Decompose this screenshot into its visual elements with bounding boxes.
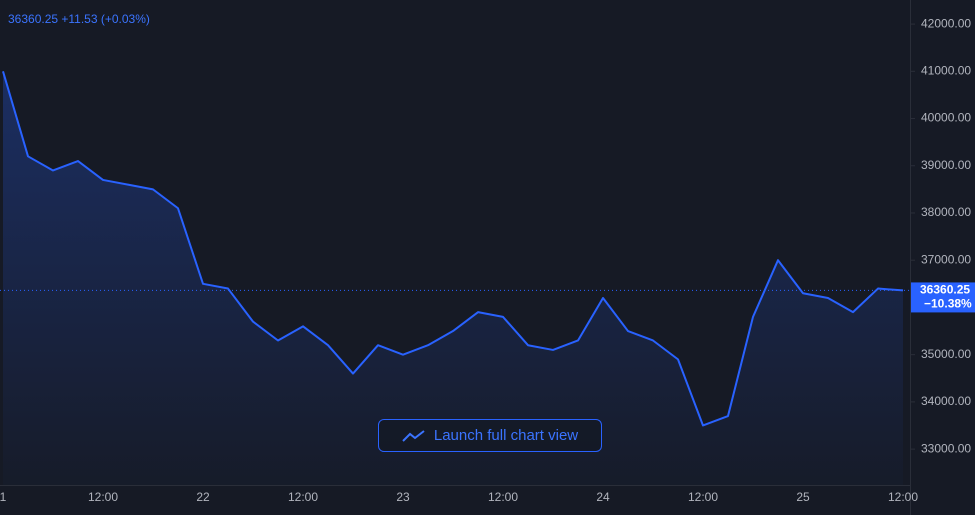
y-tick-label: 33000.00: [921, 441, 971, 455]
x-tick-label: 22: [196, 490, 210, 504]
x-tick-label: 25: [796, 490, 810, 504]
area: [3, 71, 903, 486]
x-tick-label: 24: [596, 490, 610, 504]
price-label: 36360.25: [920, 283, 970, 297]
x-tick-label: 23: [396, 490, 410, 504]
launch-button[interactable]: Launch full chart view: [378, 419, 602, 452]
y-tick-label: 34000.00: [921, 394, 971, 408]
button-label: Launch full chart view: [433, 427, 579, 444]
y-tick-label: 39000.00: [921, 158, 971, 172]
icon: [402, 429, 425, 442]
line: [2, 71, 904, 427]
change-label: −10.38%: [924, 297, 972, 311]
y-tick-label: 42000.00: [921, 16, 971, 30]
x-tick-label: 12:00: [88, 490, 118, 504]
x-tick-label: 1: [0, 490, 7, 504]
y-tick-label: 38000.00: [921, 205, 971, 219]
header-quote: 36360.25 +11.53 (+0.03%): [8, 12, 150, 26]
x-tick-label: 12:00: [688, 490, 718, 504]
y-tick-label: 40000.00: [921, 111, 971, 125]
y-tick-label: 37000.00: [921, 252, 971, 266]
y-tick-label: 35000.00: [921, 347, 971, 361]
price-label-box: [911, 282, 975, 313]
x-tick-label: 12:00: [288, 490, 318, 504]
x-tick-label: 12:00: [888, 490, 918, 504]
x-tick-label: 12:00: [488, 490, 518, 504]
y-tick-label: 41000.00: [921, 63, 971, 77]
